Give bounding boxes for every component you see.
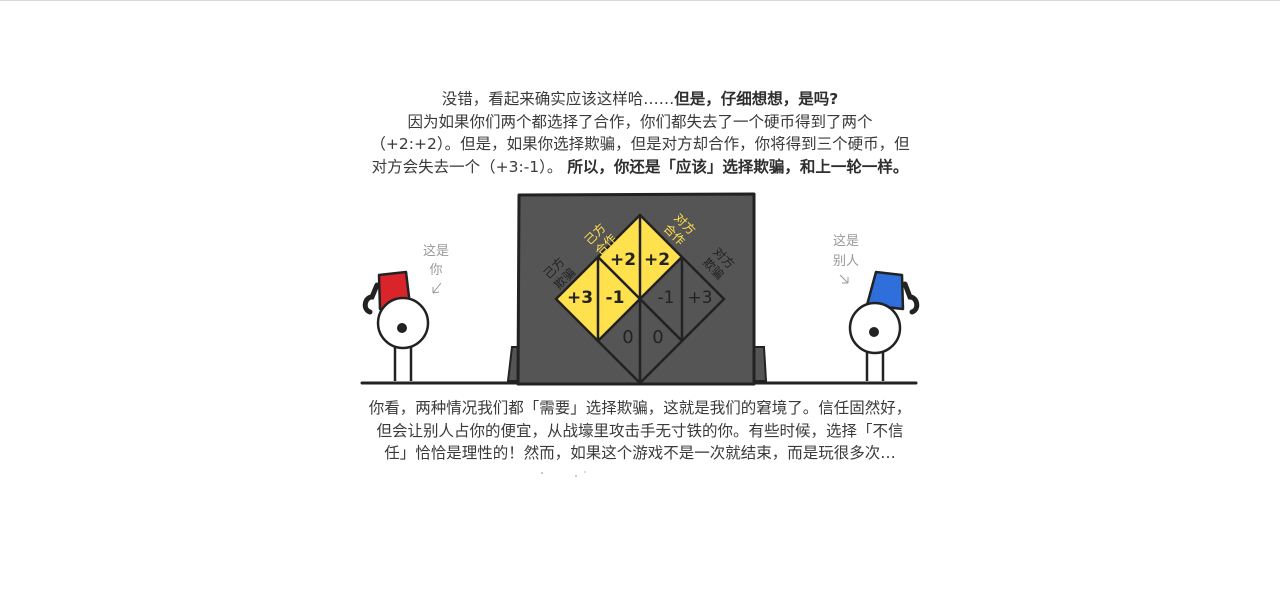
player-other-tassel bbox=[902, 281, 920, 315]
intro-line-1-emphasis: 但是，仔细想想，是吗? bbox=[674, 90, 839, 108]
player-other-hat bbox=[865, 270, 905, 311]
player-other-caption-2: 别人 bbox=[833, 254, 859, 269]
player-other-caption-1: 这是 bbox=[833, 233, 859, 249]
payoff-left-a: +3 bbox=[567, 288, 593, 308]
intro-line-4-text: 对方会失去一个（+3:-1）。 bbox=[371, 157, 563, 176]
label-other-cooperate: 对方 合作 bbox=[661, 210, 699, 248]
scene-illustration: +2 +2 +3 -1 -1 +3 0 0 己方 合作 对方 合作 己方 欺骗 … bbox=[360, 192, 920, 386]
player-you-caption-2: 你 bbox=[429, 263, 442, 278]
intro-line-4-emphasis: 所以，你还是「应该」选择欺骗，和上一轮一样。 bbox=[567, 157, 909, 176]
game-scene: +2 +2 +3 -1 -1 +3 0 0 己方 合作 对方 合作 己方 欺骗 … bbox=[340, 185, 940, 395]
intro-paragraph: 没错，看起来确实应该这样哈……但是，仔细想想，是吗? 因为如果你们两个都选择了合… bbox=[340, 88, 940, 178]
payoff-left-b: -1 bbox=[606, 288, 625, 308]
outro-paragraph: 你看，两种情况我们都「需要」选择欺骗，这就是我们的窘境了。信任固然好， 但会让别… bbox=[340, 397, 940, 465]
player-you-caption-1: 这是 bbox=[423, 243, 449, 259]
payoff-right-a: -1 bbox=[658, 288, 675, 308]
intro-line-1: 没错，看起来确实应该这样哈……但是，仔细想想，是吗? bbox=[340, 88, 940, 111]
outro-line-2: 但会让别人占你的便宜，从战壕里攻击手无寸铁的你。有些时候，选择「不信 bbox=[376, 421, 904, 440]
intro-line-3: （+2:+2）。但是，如果你选择欺骗，但是对方却合作，你将得到三个硬币，但 bbox=[370, 135, 910, 153]
player-you-head bbox=[376, 296, 430, 350]
continue-indicator bbox=[541, 471, 586, 477]
outro-line-3: 任」恰恰是理性的！然而，如果这个游戏不是一次就结束，而是玩很多次… bbox=[384, 444, 896, 462]
payoff-bottom-a: 0 bbox=[622, 327, 633, 348]
intro-line-1-text: 没错，看起来确实应该这样哈…… bbox=[441, 90, 675, 108]
player-other-arrow-icon bbox=[839, 274, 849, 284]
payoff-bottom-b: 0 bbox=[652, 327, 663, 348]
intro-line-2: 因为如果你们两个都选择了合作，你们都失去了一个硬币得到了两个 bbox=[407, 112, 873, 131]
player-you-arrow-icon bbox=[432, 282, 442, 294]
player-you: 这是 你 bbox=[362, 243, 449, 381]
player-you-tassel bbox=[362, 282, 380, 315]
payoff-grid: +2 +2 +3 -1 -1 +3 0 0 bbox=[554, 213, 726, 385]
top-divider bbox=[0, 0, 1280, 1]
player-other-eye bbox=[869, 327, 879, 337]
intro-line-4: 对方会失去一个（+3:-1）。 所以，你还是「应该」选择欺骗，和上一轮一样。 bbox=[340, 156, 940, 179]
player-other: 这是 别人 bbox=[833, 233, 920, 381]
payoff-top-left: +2 bbox=[610, 250, 636, 270]
outro-line-1: 你看，两种情况我们都「需要」选择欺骗，这就是我们的窘境了。信任固然好， bbox=[368, 399, 912, 417]
payoff-right-b: +3 bbox=[687, 288, 712, 308]
payoff-top-right: +2 bbox=[644, 250, 670, 270]
player-you-eye bbox=[397, 323, 407, 333]
